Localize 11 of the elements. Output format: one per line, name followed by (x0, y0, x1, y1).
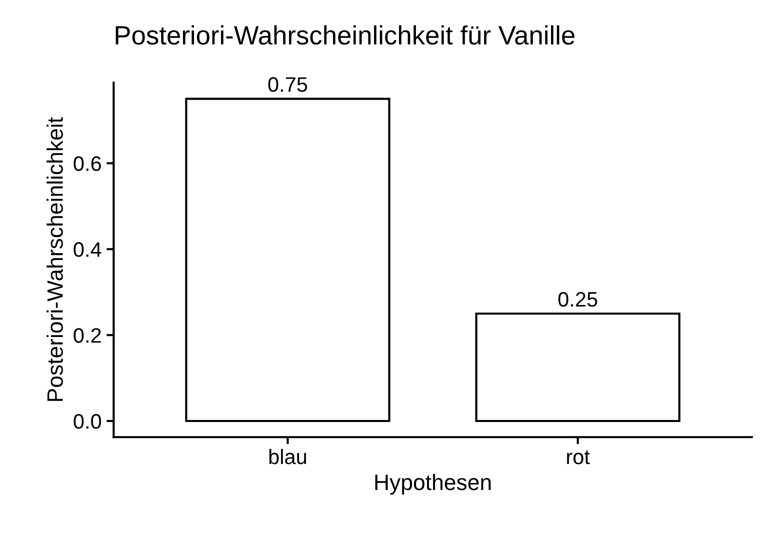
y-tick-label: 0.6 (74, 156, 101, 171)
y-tick-label: 0.2 (74, 328, 101, 343)
y-tick-label: 0.0 (74, 414, 102, 429)
data-label: 0.25 (558, 292, 598, 307)
y-tick-label: 0.4 (74, 242, 102, 257)
data-label: 0.75 (268, 77, 308, 92)
x-tick-label: rot (567, 450, 590, 464)
x-tick-label: blau (269, 448, 306, 464)
x-axis-title: Hypothesen (375, 474, 491, 495)
chart-title: Posteriori-Wahrscheinlichkeit für Vanille (116, 25, 574, 45)
y-axis-title: Posteriori-Wahrscheinlichkeit (46, 117, 63, 401)
